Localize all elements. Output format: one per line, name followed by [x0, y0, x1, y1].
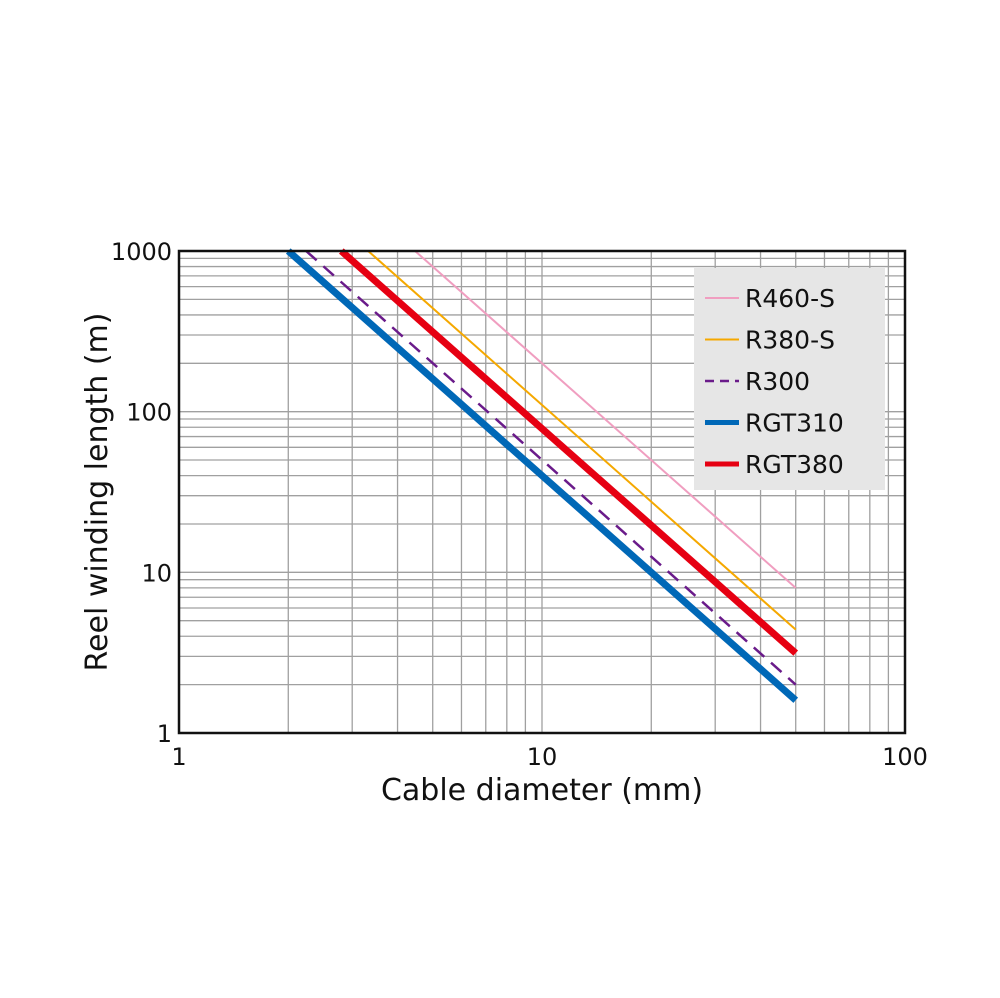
y-tick-label: 1: [157, 720, 172, 748]
legend-label: R300: [745, 367, 810, 396]
series-line-rgt380: [338, 248, 799, 656]
series-line-r380-s: [367, 250, 797, 631]
y-tick-label: 100: [126, 399, 172, 427]
legend-label: R380-S: [745, 326, 835, 355]
x-tick-label: 1: [171, 743, 186, 771]
y-tick-label: 10: [141, 559, 172, 587]
x-tick-label: 100: [882, 743, 928, 771]
legend: R460-S R380-S R300 RGT310 RGT380: [694, 268, 885, 490]
x-tick-label: 10: [527, 743, 558, 771]
legend-label: RGT380: [745, 450, 844, 479]
series-line-r460-s: [414, 250, 797, 589]
legend-background: [694, 268, 885, 490]
series-line-r300: [305, 250, 797, 686]
plot-frame: [177, 249, 907, 735]
series-lines: [285, 248, 799, 703]
legend-label: R460-S: [745, 284, 835, 313]
tick-labels: 1 10 100 1 10 100 1000: [111, 238, 928, 771]
x-axis-label: Cable diameter (mm): [381, 773, 703, 808]
series-line-rgt310: [285, 248, 799, 703]
legend-label: RGT310: [745, 409, 844, 438]
y-axis-label: Reel winding length (m): [80, 313, 115, 672]
y-tick-label: 1000: [111, 238, 172, 266]
